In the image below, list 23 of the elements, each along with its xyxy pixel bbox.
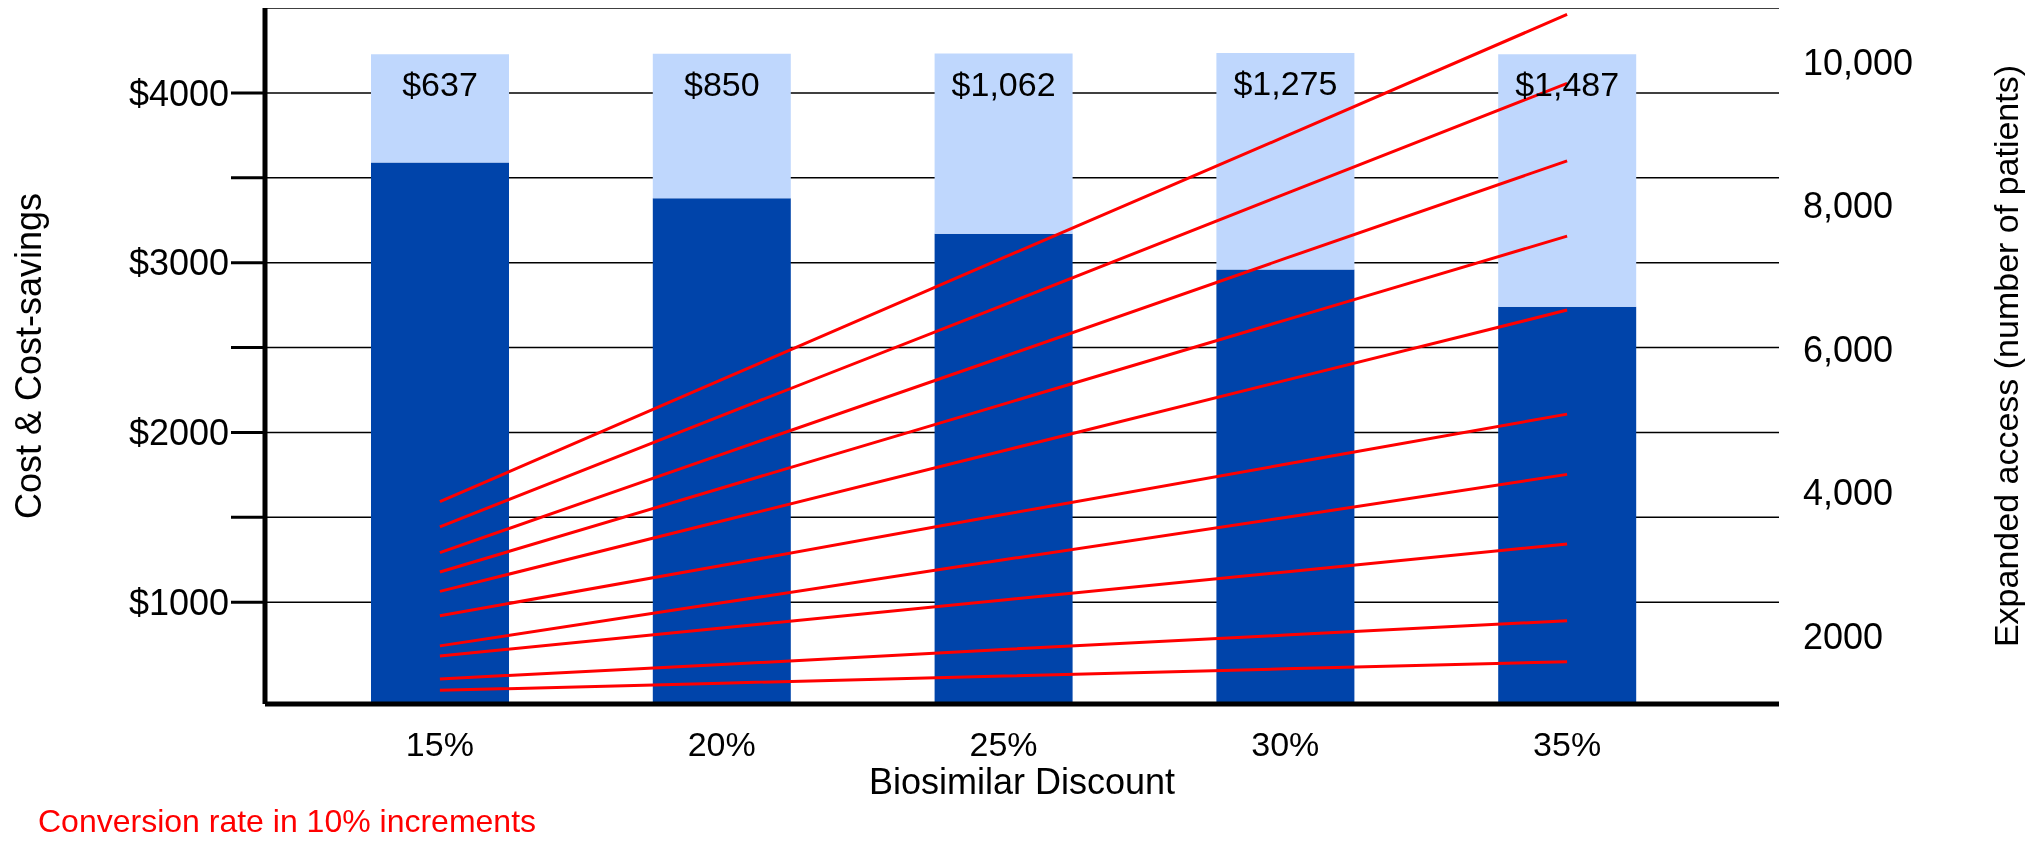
y2-tick-label: 2000	[1803, 615, 1884, 657]
y2-axis-title: Expanded access (number of patients)	[1987, 64, 2026, 648]
x-tick-label: 30%	[1251, 725, 1320, 764]
data-label: $850	[683, 64, 760, 103]
data-label: $637	[402, 65, 478, 104]
y-axis-title: Cost & Cost-savings	[7, 192, 49, 520]
y-tick-label: $2000	[128, 412, 229, 454]
y2-tick-label: 10,000	[1803, 41, 1914, 83]
data-label: $1,062	[951, 64, 1056, 103]
x-tick-label: 20%	[687, 725, 756, 764]
y-tick-label: $1000	[128, 581, 229, 623]
y2-tick-label: 4,000	[1803, 472, 1894, 514]
x-tick-label: 35%	[1533, 725, 1602, 764]
data-label: $1,275	[1233, 64, 1338, 103]
y2-tick-label: 8,000	[1803, 185, 1894, 227]
y-tick-label: $4000	[128, 72, 229, 114]
x-tick-label: 25%	[969, 725, 1038, 764]
text: Conversion rate in 10% increments	[38, 803, 537, 840]
y2-tick-label: 6,000	[1803, 328, 1894, 370]
x-axis-title: Biosimilar Discount	[868, 761, 1176, 802]
y-tick-label: $3000	[128, 242, 229, 284]
data-label: $1,487	[1515, 65, 1620, 104]
x-tick-label: 15%	[405, 725, 474, 764]
